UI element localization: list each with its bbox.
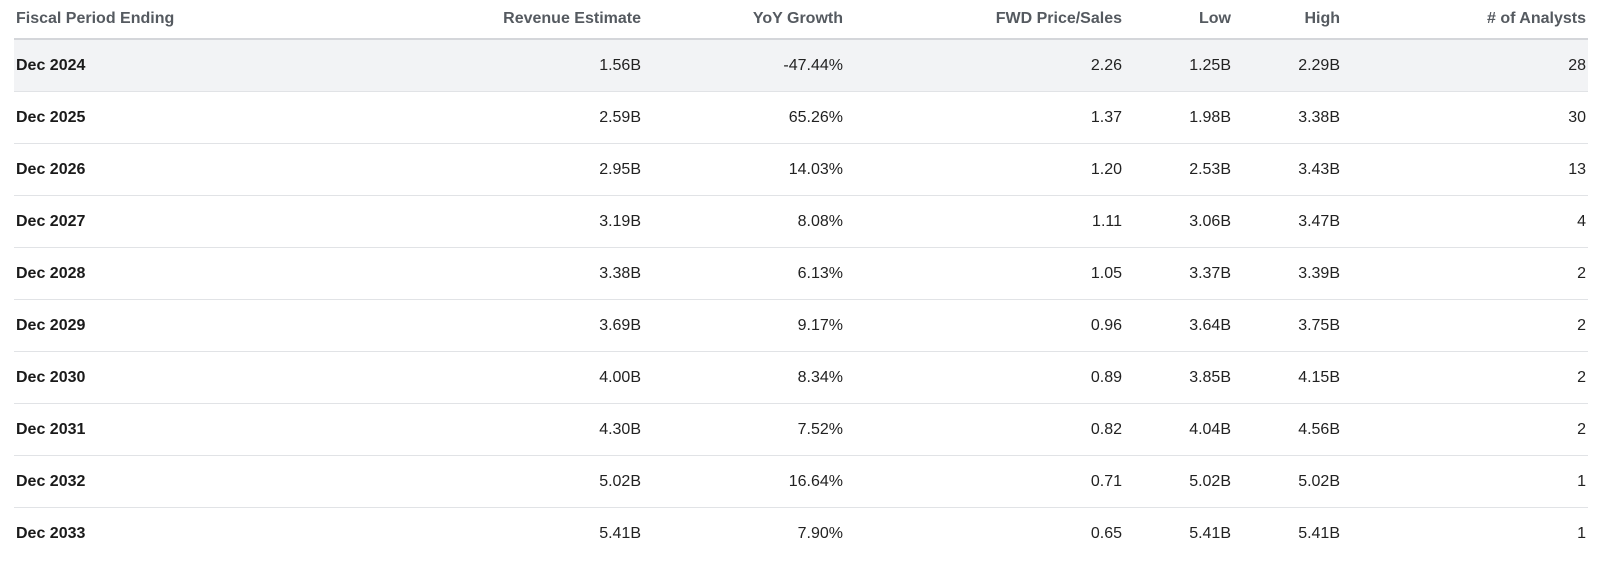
- cell-low: 1.98B: [1124, 91, 1233, 144]
- cell-yoy-growth: 65.26%: [643, 91, 845, 144]
- revenue-estimates-table: Fiscal Period Ending Revenue Estimate Yo…: [14, 0, 1588, 559]
- cell-high: 3.75B: [1233, 299, 1342, 352]
- cell-low: 5.02B: [1124, 455, 1233, 508]
- header-row: Fiscal Period Ending Revenue Estimate Yo…: [14, 0, 1588, 40]
- cell-fwd-price-sales: 1.37: [845, 91, 1124, 144]
- table-row[interactable]: Dec 2030 4.00B 8.34% 0.89 3.85B 4.15B 2: [14, 351, 1588, 404]
- cell-high: 5.02B: [1233, 455, 1342, 508]
- cell-fiscal-period: Dec 2031: [14, 403, 314, 456]
- cell-fwd-price-sales: 1.20: [845, 143, 1124, 196]
- column-header-fiscal-period-ending[interactable]: Fiscal Period Ending: [14, 0, 314, 40]
- column-header-num-analysts[interactable]: # of Analysts: [1342, 0, 1588, 40]
- cell-high: 3.47B: [1233, 195, 1342, 248]
- cell-low: 4.04B: [1124, 403, 1233, 456]
- cell-low: 5.41B: [1189, 524, 1231, 542]
- cell-revenue-estimate: 3.38B: [314, 247, 643, 300]
- column-header-high[interactable]: High: [1233, 0, 1342, 40]
- cell-revenue-estimate: 2.59B: [314, 91, 643, 144]
- cell-high: 2.29B: [1233, 39, 1342, 92]
- cell-num-analysts: 4: [1342, 195, 1588, 248]
- cell-fiscal-period: Dec 2030: [14, 351, 314, 404]
- cell-fiscal-period: Dec 2025: [14, 91, 314, 144]
- cell-revenue-estimate: 3.19B: [314, 195, 643, 248]
- cell-yoy-growth: 8.34%: [643, 351, 845, 404]
- cell-num-analysts: 1: [1342, 455, 1588, 508]
- column-header-low[interactable]: Low: [1124, 0, 1233, 40]
- table-row[interactable]: Dec 2033 5.41B 7.90% 0.65 5.41B 5.41B 1: [14, 508, 1588, 560]
- cell-yoy-growth: -47.44%: [643, 39, 845, 92]
- cell-fiscal-period: Dec 2027: [14, 195, 314, 248]
- cell-num-analysts: 13: [1342, 143, 1588, 196]
- cell-low: 3.37B: [1124, 247, 1233, 300]
- cell-fwd-price-sales: 0.65: [1090, 524, 1122, 542]
- table-row[interactable]: Dec 2031 4.30B 7.52% 0.82 4.04B 4.56B 2: [14, 403, 1588, 456]
- cell-fwd-price-sales: 0.82: [845, 403, 1124, 456]
- cell-yoy-growth: 8.08%: [643, 195, 845, 248]
- cell-yoy-growth: 7.52%: [643, 403, 845, 456]
- cell-yoy-growth: 14.03%: [643, 143, 845, 196]
- cell-high: 3.43B: [1233, 143, 1342, 196]
- cell-fwd-price-sales: 0.96: [845, 299, 1124, 352]
- table-row[interactable]: Dec 2029 3.69B 9.17% 0.96 3.64B 3.75B 2: [14, 299, 1588, 352]
- cell-high: 5.41B: [1298, 524, 1340, 542]
- cell-num-analysts: 28: [1342, 39, 1588, 92]
- cell-yoy-growth: 9.17%: [643, 299, 845, 352]
- cell-low: 2.53B: [1124, 143, 1233, 196]
- cell-yoy-growth: 16.64%: [643, 455, 845, 508]
- cell-revenue-estimate: 4.30B: [314, 403, 643, 456]
- cell-high: 4.15B: [1233, 351, 1342, 404]
- cell-fiscal-period: Dec 2029: [14, 299, 314, 352]
- cell-fwd-price-sales: 1.05: [845, 247, 1124, 300]
- cell-fwd-price-sales: 0.71: [845, 455, 1124, 508]
- cell-fwd-price-sales: 0.89: [845, 351, 1124, 404]
- cell-num-analysts: 30: [1342, 91, 1588, 144]
- cell-yoy-growth: 7.90%: [797, 524, 843, 542]
- column-header-yoy-growth[interactable]: YoY Growth: [643, 0, 845, 40]
- cell-revenue-estimate: 5.41B: [599, 524, 641, 542]
- cell-high: 3.39B: [1233, 247, 1342, 300]
- table-header: Fiscal Period Ending Revenue Estimate Yo…: [14, 0, 1588, 40]
- table-row[interactable]: Dec 2026 2.95B 14.03% 1.20 2.53B 3.43B 13: [14, 143, 1588, 196]
- cell-low: 1.25B: [1124, 39, 1233, 92]
- cell-low: 3.06B: [1124, 195, 1233, 248]
- cell-revenue-estimate: 5.02B: [314, 455, 643, 508]
- column-header-fwd-price-sales[interactable]: FWD Price/Sales: [845, 0, 1124, 40]
- cell-low: 3.85B: [1124, 351, 1233, 404]
- cell-num-analysts: 1: [1577, 524, 1586, 542]
- cell-revenue-estimate: 4.00B: [314, 351, 643, 404]
- cell-num-analysts: 2: [1342, 299, 1588, 352]
- cell-num-analysts: 2: [1342, 403, 1588, 456]
- cell-num-analysts: 2: [1342, 247, 1588, 300]
- cell-yoy-growth: 6.13%: [643, 247, 845, 300]
- cell-fiscal-period: Dec 2028: [14, 247, 314, 300]
- table-row[interactable]: Dec 2028 3.38B 6.13% 1.05 3.37B 3.39B 2: [14, 247, 1588, 300]
- cell-revenue-estimate: 1.56B: [314, 39, 643, 92]
- table-row[interactable]: Dec 2025 2.59B 65.26% 1.37 1.98B 3.38B 30: [14, 91, 1588, 144]
- table-row[interactable]: Dec 2032 5.02B 16.64% 0.71 5.02B 5.02B 1: [14, 455, 1588, 508]
- cell-fiscal-period: Dec 2026: [14, 143, 314, 196]
- cell-fiscal-period: Dec 2024: [14, 39, 314, 92]
- cell-high: 4.56B: [1233, 403, 1342, 456]
- column-header-revenue-estimate[interactable]: Revenue Estimate: [314, 0, 643, 40]
- cell-revenue-estimate: 2.95B: [314, 143, 643, 196]
- revenue-estimates-table-container: Fiscal Period Ending Revenue Estimate Yo…: [14, 0, 1588, 559]
- cell-fwd-price-sales: 1.11: [845, 195, 1124, 248]
- table-body: Dec 2024 1.56B -47.44% 2.26 1.25B 2.29B 28 Dec …: [14, 39, 1588, 559]
- cell-high: 3.38B: [1233, 91, 1342, 144]
- cell-revenue-estimate: 3.69B: [314, 299, 643, 352]
- table-row[interactable]: Dec 2024 1.56B -47.44% 2.26 1.25B 2.29B 28: [14, 39, 1588, 92]
- table-row[interactable]: Dec 2027 3.19B 8.08% 1.11 3.06B 3.47B 4: [14, 195, 1588, 248]
- cell-fiscal-period: Dec 2033: [16, 524, 86, 542]
- cell-low: 3.64B: [1124, 299, 1233, 352]
- cell-fwd-price-sales: 2.26: [845, 39, 1124, 92]
- cell-num-analysts: 2: [1342, 351, 1588, 404]
- cell-fiscal-period: Dec 2032: [14, 455, 314, 508]
